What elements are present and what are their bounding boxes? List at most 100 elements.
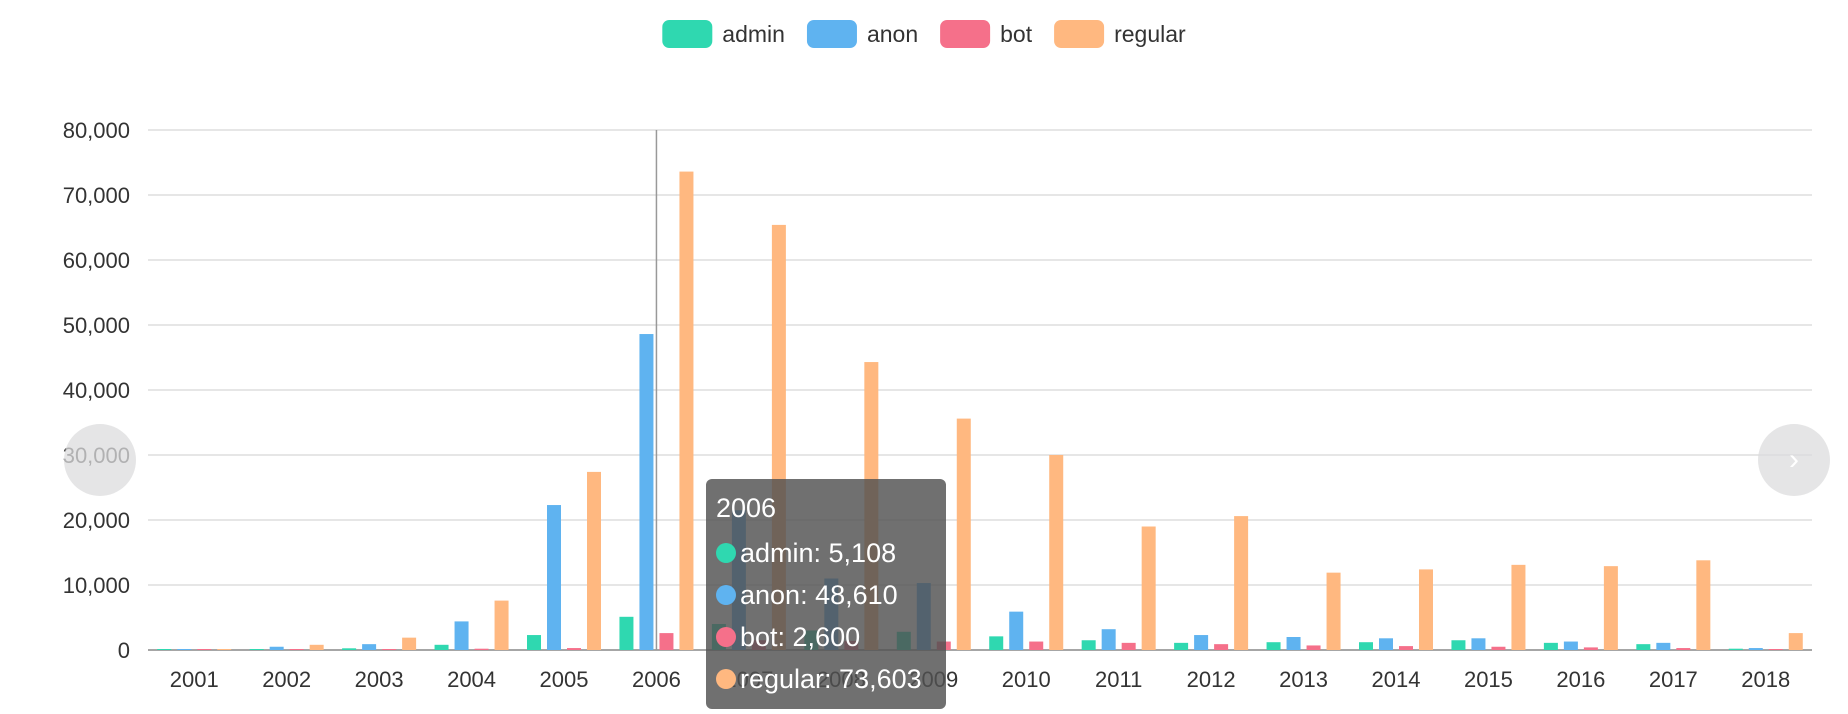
bar-admin-2014[interactable] bbox=[1359, 642, 1373, 650]
anon-dot-icon bbox=[716, 585, 736, 605]
bar-regular-2006[interactable] bbox=[679, 171, 694, 650]
tooltip-row-label: regular: 73,603 bbox=[740, 663, 922, 694]
bar-anon-2014[interactable] bbox=[1379, 638, 1393, 650]
bar-admin-2003[interactable] bbox=[342, 648, 357, 650]
bar-bot-2005[interactable] bbox=[567, 648, 581, 650]
bar-anon-2004[interactable] bbox=[454, 621, 469, 650]
bars bbox=[157, 171, 1803, 651]
tooltip-title: 2006 bbox=[716, 493, 777, 523]
bar-regular-2010[interactable] bbox=[1049, 455, 1064, 650]
bar-admin-2004[interactable] bbox=[434, 644, 449, 650]
bar-anon-2001[interactable] bbox=[177, 649, 192, 650]
legend-label: regular bbox=[1114, 21, 1186, 47]
bar-anon-2002[interactable] bbox=[269, 646, 284, 650]
x-tick-label: 2016 bbox=[1556, 667, 1605, 692]
bar-bot-2017[interactable] bbox=[1676, 648, 1691, 650]
bar-regular-2005[interactable] bbox=[587, 471, 601, 650]
bar-admin-2011[interactable] bbox=[1081, 640, 1096, 650]
x-tick-label: 2003 bbox=[355, 667, 404, 692]
bar-bot-2011[interactable] bbox=[1121, 642, 1136, 650]
bar-anon-2016[interactable] bbox=[1563, 641, 1578, 650]
bar-bot-2014[interactable] bbox=[1399, 646, 1413, 650]
bar-admin-2006[interactable] bbox=[619, 616, 634, 650]
bar-regular-2016[interactable] bbox=[1603, 566, 1618, 650]
bar-bot-2016[interactable] bbox=[1583, 647, 1598, 650]
admin-dot-icon bbox=[716, 543, 736, 563]
bar-bot-2004[interactable] bbox=[474, 648, 489, 650]
grid-lines bbox=[148, 129, 1812, 651]
x-tick-label: 2010 bbox=[1002, 667, 1051, 692]
y-tick-label: 40,000 bbox=[63, 378, 130, 403]
y-tick-label: 80,000 bbox=[63, 118, 130, 143]
y-tick-label: 70,000 bbox=[63, 183, 130, 208]
bar-bot-2002[interactable] bbox=[289, 649, 304, 650]
bar-admin-2010[interactable] bbox=[989, 636, 1004, 650]
bar-anon-2005[interactable] bbox=[547, 505, 561, 650]
bar-bot-2012[interactable] bbox=[1214, 644, 1229, 650]
x-tick-label: 2011 bbox=[1095, 667, 1142, 692]
legend-item-regular[interactable]: regular bbox=[1054, 20, 1186, 48]
bar-regular-2002[interactable] bbox=[309, 644, 324, 650]
bar-anon-2013[interactable] bbox=[1286, 637, 1301, 650]
legend-item-anon[interactable]: anon bbox=[806, 20, 918, 48]
x-tick-label: 2015 bbox=[1464, 667, 1513, 692]
bar-anon-2010[interactable] bbox=[1009, 611, 1024, 650]
bar-bot-2003[interactable] bbox=[382, 649, 397, 650]
bar-anon-2006[interactable] bbox=[639, 334, 654, 650]
bar-bot-2001[interactable] bbox=[197, 649, 212, 650]
tooltip: 2006 admin: 5,108 anon: 48,610 bot: 2,60… bbox=[706, 479, 946, 709]
bar-anon-2011[interactable] bbox=[1101, 629, 1116, 650]
x-tick-label: 2014 bbox=[1372, 667, 1421, 692]
x-tick-label: 2017 bbox=[1649, 667, 1698, 692]
bar-bot-2010[interactable] bbox=[1029, 641, 1044, 650]
legend-label: bot bbox=[1000, 21, 1033, 47]
tooltip-row-label: bot: 2,600 bbox=[740, 621, 861, 652]
bar-admin-2001[interactable] bbox=[157, 649, 172, 650]
bar-admin-2005[interactable] bbox=[527, 635, 541, 650]
bar-anon-2017[interactable] bbox=[1656, 642, 1671, 650]
bar-admin-2012[interactable] bbox=[1174, 642, 1189, 650]
y-axis: 010,00020,00030,00040,00050,00060,00070,… bbox=[63, 118, 130, 663]
y-tick-label: 50,000 bbox=[63, 313, 130, 338]
bar-bot-2018[interactable] bbox=[1768, 649, 1783, 650]
bar-anon-2015[interactable] bbox=[1471, 638, 1486, 650]
bar-bot-2015[interactable] bbox=[1491, 646, 1506, 650]
legend-item-bot[interactable]: bot bbox=[940, 20, 1033, 48]
bar-admin-2002[interactable] bbox=[249, 649, 264, 650]
bar-regular-2017[interactable] bbox=[1696, 560, 1711, 650]
bar-regular-2014[interactable] bbox=[1419, 569, 1433, 650]
bar-regular-2003[interactable] bbox=[402, 637, 417, 650]
bar-regular-2004[interactable] bbox=[494, 600, 509, 650]
prev-page-button[interactable] bbox=[64, 424, 136, 496]
bar-anon-2018[interactable] bbox=[1748, 648, 1763, 650]
bar-admin-2016[interactable] bbox=[1543, 642, 1558, 650]
chevron-right-icon: › bbox=[1789, 443, 1799, 476]
legend-swatch bbox=[806, 20, 857, 48]
bar-anon-2012[interactable] bbox=[1194, 635, 1209, 650]
bar-anon-2003[interactable] bbox=[362, 644, 377, 650]
legend-swatch bbox=[940, 20, 991, 48]
bar-regular-2018[interactable] bbox=[1788, 633, 1803, 650]
legend-item-admin[interactable]: admin bbox=[662, 20, 785, 48]
x-tick-label: 2004 bbox=[447, 667, 496, 692]
bar-regular-2009[interactable] bbox=[956, 418, 971, 650]
bar-admin-2013[interactable] bbox=[1266, 642, 1281, 650]
tooltip-row-label: admin: 5,108 bbox=[740, 537, 897, 568]
bar-regular-2012[interactable] bbox=[1234, 516, 1249, 650]
bar-bot-2006[interactable] bbox=[659, 633, 674, 650]
x-tick-label: 2018 bbox=[1741, 667, 1790, 692]
bar-regular-2001[interactable] bbox=[217, 649, 232, 650]
bar-regular-2015[interactable] bbox=[1511, 564, 1526, 650]
bar-regular-2013[interactable] bbox=[1326, 572, 1341, 650]
bar-admin-2017[interactable] bbox=[1636, 644, 1651, 650]
bot-dot-icon bbox=[716, 627, 736, 647]
bar-bot-2013[interactable] bbox=[1306, 645, 1321, 650]
bar-regular-2011[interactable] bbox=[1141, 526, 1156, 651]
legend: admin anon bot regular bbox=[662, 20, 1186, 48]
x-tick-label: 2005 bbox=[540, 667, 589, 692]
bar-admin-2018[interactable] bbox=[1728, 648, 1743, 650]
tooltip-row-bot: bot: 2,600 bbox=[716, 616, 936, 658]
next-page-button[interactable]: › bbox=[1758, 424, 1830, 496]
y-tick-label: 10,000 bbox=[63, 573, 130, 598]
bar-admin-2015[interactable] bbox=[1451, 640, 1466, 650]
